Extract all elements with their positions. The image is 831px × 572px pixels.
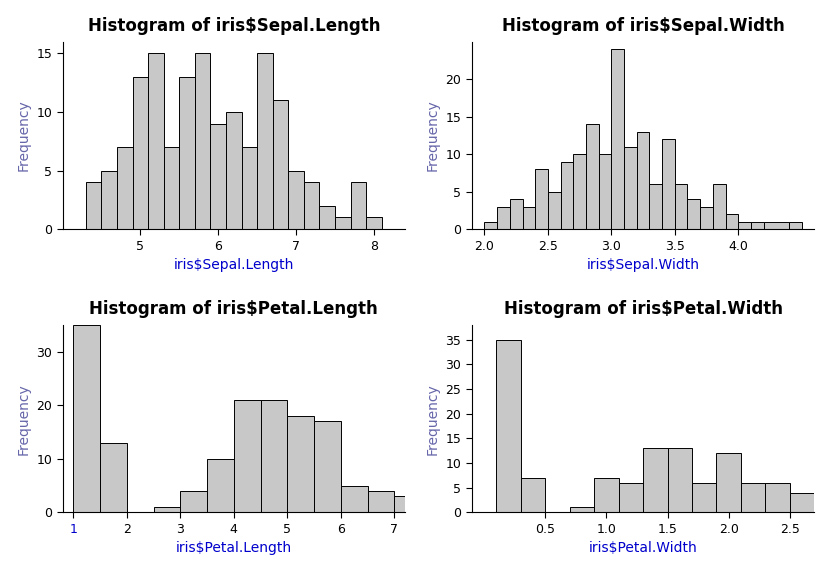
Bar bbox=[662, 139, 675, 229]
Bar bbox=[86, 182, 101, 229]
Bar bbox=[257, 54, 273, 229]
Bar bbox=[716, 453, 741, 513]
Bar bbox=[73, 325, 100, 513]
Bar bbox=[367, 491, 395, 513]
Bar bbox=[242, 147, 257, 229]
Bar bbox=[133, 77, 148, 229]
Bar bbox=[195, 54, 210, 229]
Bar bbox=[304, 182, 319, 229]
Bar bbox=[179, 77, 195, 229]
Bar bbox=[288, 170, 304, 229]
Bar bbox=[612, 49, 624, 229]
Y-axis label: Frequency: Frequency bbox=[426, 100, 440, 172]
Bar bbox=[523, 206, 535, 229]
Bar bbox=[497, 206, 510, 229]
Bar bbox=[741, 483, 765, 513]
Bar bbox=[624, 146, 637, 229]
Bar bbox=[725, 214, 738, 229]
Bar bbox=[117, 147, 133, 229]
Bar bbox=[586, 124, 598, 229]
X-axis label: iris$Petal.Width: iris$Petal.Width bbox=[588, 541, 697, 555]
Bar bbox=[521, 478, 545, 513]
Bar bbox=[535, 169, 548, 229]
Bar bbox=[667, 448, 692, 513]
Bar bbox=[637, 132, 649, 229]
Bar bbox=[273, 100, 288, 229]
Y-axis label: Frequency: Frequency bbox=[17, 383, 31, 455]
Bar bbox=[561, 162, 573, 229]
Bar bbox=[701, 206, 713, 229]
Bar bbox=[335, 217, 351, 229]
Bar bbox=[319, 206, 335, 229]
Bar bbox=[569, 507, 594, 513]
Bar bbox=[687, 199, 701, 229]
Bar bbox=[675, 184, 687, 229]
Bar bbox=[261, 400, 288, 513]
X-axis label: iris$Petal.Length: iris$Petal.Length bbox=[175, 541, 292, 555]
Title: Histogram of iris$Petal.Width: Histogram of iris$Petal.Width bbox=[504, 300, 783, 318]
Bar bbox=[154, 507, 180, 513]
Bar bbox=[751, 221, 764, 229]
Bar bbox=[314, 422, 341, 513]
Bar bbox=[210, 124, 226, 229]
Bar bbox=[180, 491, 207, 513]
Bar bbox=[395, 496, 421, 513]
Y-axis label: Frequency: Frequency bbox=[426, 383, 440, 455]
X-axis label: iris$Sepal.Width: iris$Sepal.Width bbox=[587, 258, 700, 272]
Bar bbox=[548, 192, 561, 229]
Bar bbox=[148, 54, 164, 229]
Bar bbox=[234, 400, 261, 513]
Bar bbox=[288, 416, 314, 513]
Bar bbox=[598, 154, 612, 229]
Bar bbox=[789, 492, 814, 513]
Title: Histogram of iris$Sepal.Width: Histogram of iris$Sepal.Width bbox=[502, 17, 784, 35]
Bar bbox=[713, 184, 725, 229]
Bar bbox=[692, 483, 716, 513]
Bar bbox=[764, 221, 789, 229]
Bar bbox=[101, 170, 117, 229]
Title: Histogram of iris$Petal.Length: Histogram of iris$Petal.Length bbox=[90, 300, 378, 318]
Bar bbox=[496, 340, 521, 513]
Bar bbox=[366, 217, 381, 229]
Bar bbox=[649, 184, 662, 229]
Bar bbox=[618, 483, 643, 513]
Bar bbox=[738, 221, 751, 229]
Bar bbox=[100, 443, 127, 513]
Bar bbox=[351, 182, 366, 229]
Y-axis label: Frequency: Frequency bbox=[17, 100, 31, 172]
X-axis label: iris$Sepal.Length: iris$Sepal.Length bbox=[174, 258, 294, 272]
Bar bbox=[765, 483, 789, 513]
Title: Histogram of iris$Sepal.Length: Histogram of iris$Sepal.Length bbox=[87, 17, 380, 35]
Bar bbox=[341, 486, 367, 513]
Bar bbox=[594, 478, 618, 513]
Bar bbox=[789, 221, 802, 229]
Bar bbox=[207, 459, 234, 513]
Bar bbox=[164, 147, 179, 229]
Bar bbox=[226, 112, 242, 229]
Bar bbox=[484, 221, 497, 229]
Bar bbox=[510, 199, 523, 229]
Bar bbox=[643, 448, 667, 513]
Bar bbox=[573, 154, 586, 229]
